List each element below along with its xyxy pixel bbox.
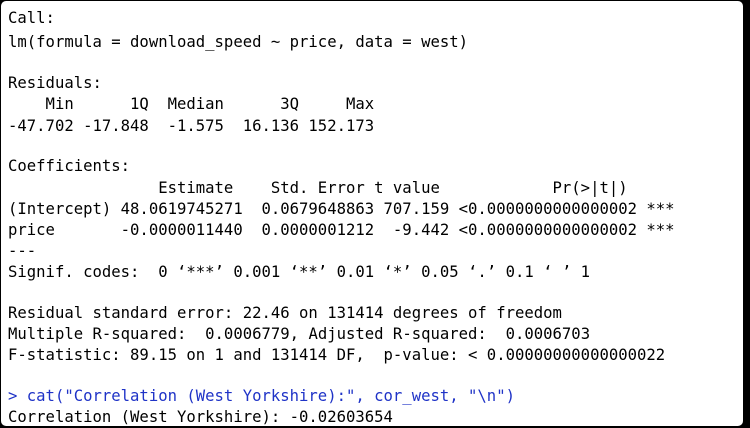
console-line-residuals-values: -47.702 -17.848 -1.575 16.136 152.173 bbox=[8, 117, 384, 135]
console-line-f-statistic: F-statistic: 89.15 on 1 and 131414 DF, p… bbox=[8, 346, 666, 364]
console-line-residuals-header: Min 1Q Median 3Q Max bbox=[8, 95, 384, 113]
console-line-residual-se: Residual standard error: 22.46 on 131414… bbox=[8, 304, 562, 322]
console-line-coefficients-header: Estimate Std. Error t value Pr(>|t|) bbox=[8, 179, 666, 197]
console-line-call: Call: bbox=[8, 9, 55, 27]
console-line-cat-command: > cat("Correlation (West Yorkshire):", c… bbox=[8, 387, 515, 405]
console-line-signif-codes: Signif. codes: 0 ‘***’ 0.001 ‘**’ 0.01 ‘… bbox=[8, 263, 591, 281]
console-line-formula: lm(formula = download_speed ~ price, dat… bbox=[8, 33, 469, 51]
console-line-separator: --- bbox=[8, 242, 37, 260]
console-line-residuals-title: Residuals: bbox=[8, 74, 102, 92]
console-line-price-row: price -0.0000011440 0.0000001212 -9.442 … bbox=[8, 221, 675, 239]
console-line-r-squared: Multiple R-squared: 0.0006779, Adjusted … bbox=[8, 325, 600, 343]
console-line-intercept-row: (Intercept) 48.0619745271 0.0679648863 7… bbox=[8, 200, 675, 218]
console-line-coefficients-title: Coefficients: bbox=[8, 157, 131, 175]
console-line-correlation-result: Correlation (West Yorkshire): -0.0260365… bbox=[8, 408, 403, 426]
